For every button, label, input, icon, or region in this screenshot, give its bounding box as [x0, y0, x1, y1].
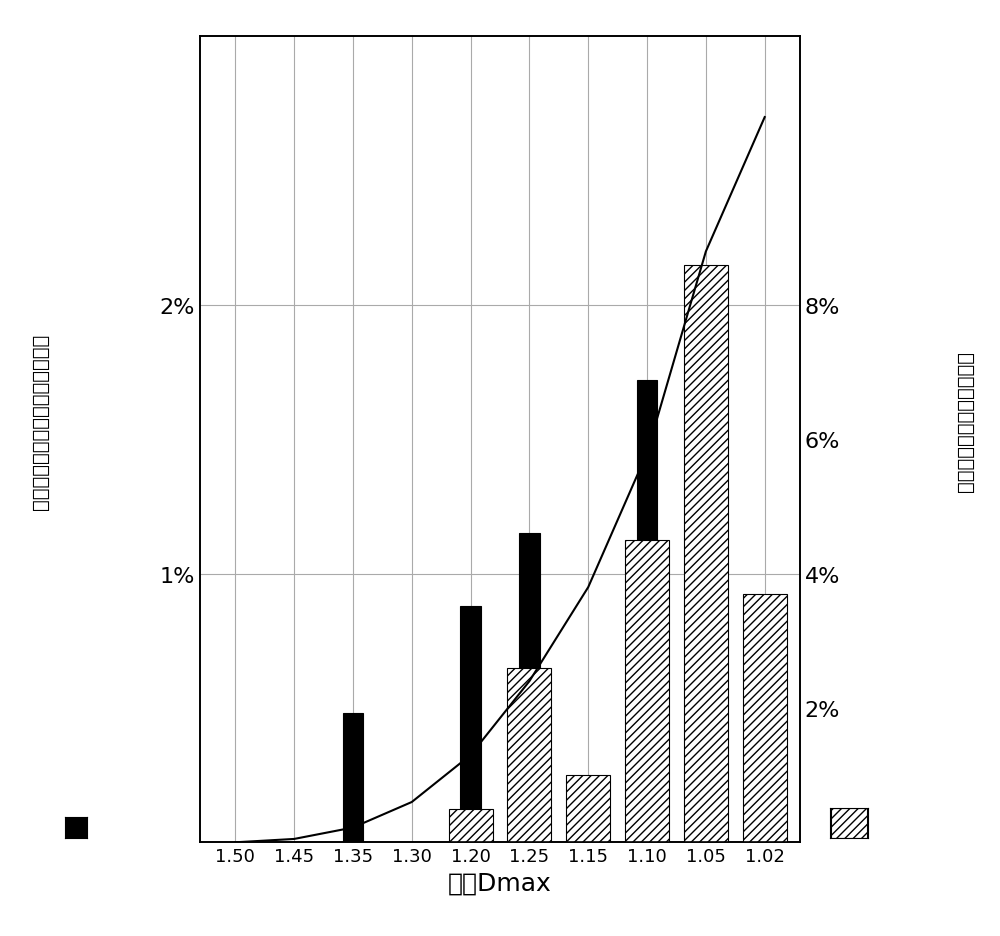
Bar	[625, 541, 669, 842]
Bar	[637, 381, 657, 842]
Bar	[507, 668, 551, 842]
Text: 备选替代选项的平均百分比: 备选替代选项的平均百分比	[956, 351, 974, 491]
Bar	[460, 607, 481, 842]
Bar	[519, 534, 540, 842]
X-axis label: 参数Dmax: 参数Dmax	[448, 870, 552, 895]
Bar	[566, 775, 610, 842]
Bar	[684, 266, 728, 842]
Bar	[343, 713, 363, 842]
Text: 从基线１．５开始平均目标项增加: 从基线１．５开始平均目标项增加	[30, 333, 50, 509]
Bar	[449, 809, 493, 842]
Bar	[743, 594, 787, 842]
